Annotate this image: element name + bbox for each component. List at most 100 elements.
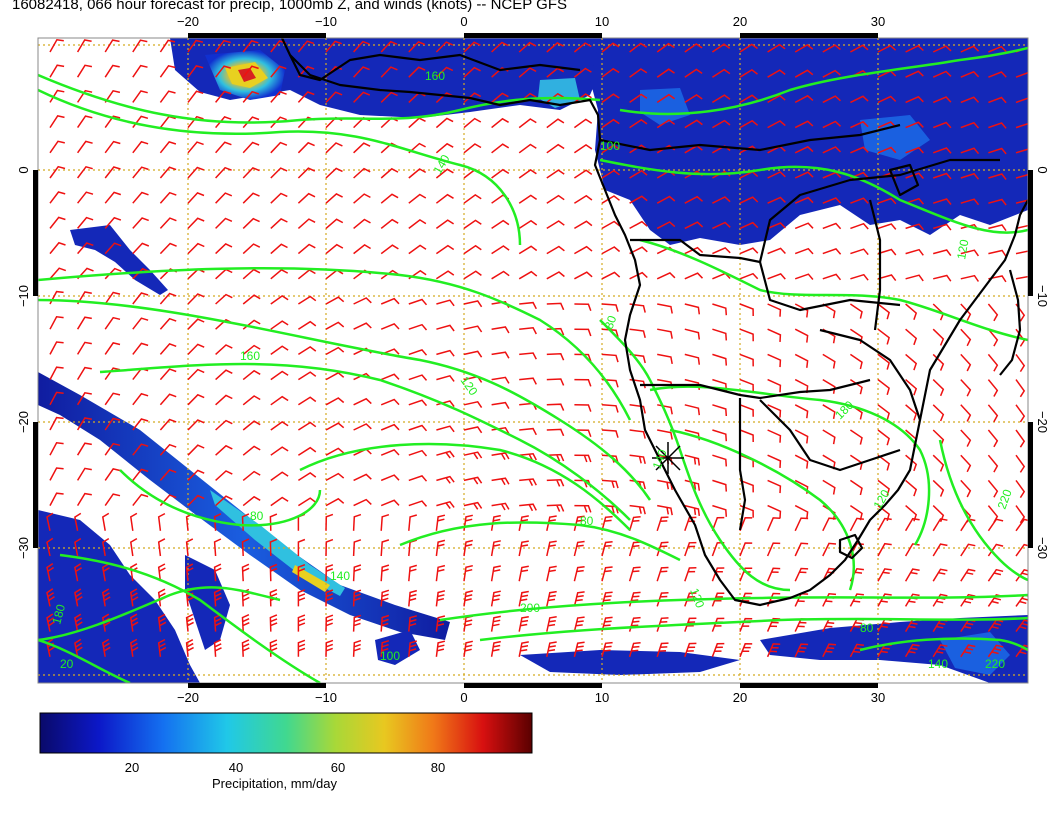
wind-barb [491, 401, 510, 409]
wind-barb [436, 425, 455, 433]
wind-barb [684, 221, 704, 230]
wind-barb [657, 328, 673, 339]
wind-barb [684, 68, 703, 78]
wind-barb [712, 404, 728, 417]
wind-barb [960, 172, 980, 180]
wind-barb [380, 474, 400, 482]
wind-barb [574, 353, 592, 362]
precip-diagonal-band [38, 372, 450, 640]
wind-barb [932, 568, 948, 582]
wind-barb [408, 514, 418, 531]
wind-barb [601, 42, 620, 53]
wind-barb [822, 222, 842, 230]
wind-barb [601, 541, 613, 557]
wind-barb [712, 196, 731, 204]
wind-barb [877, 146, 897, 154]
wind-barb [849, 429, 863, 445]
wind-barb [436, 475, 455, 484]
wind-barb [242, 420, 261, 431]
contour-africa-6 [619, 46, 1028, 116]
wind-barb [104, 64, 120, 78]
wind-barb [822, 643, 837, 658]
wind-barb [325, 447, 345, 456]
wind-barb [1015, 543, 1028, 557]
wind-barb [711, 592, 725, 607]
wind-barb [519, 327, 537, 335]
wind-barb [877, 328, 890, 345]
wind-barb [297, 639, 306, 657]
precip-central-africa [590, 38, 1028, 245]
wind-barb [408, 193, 427, 204]
wind-barb [101, 638, 111, 657]
wind-barb [101, 563, 110, 582]
wind-barb [850, 120, 869, 129]
wind-barb [187, 368, 205, 381]
wind-barb [270, 90, 287, 103]
wind-barb [104, 140, 121, 154]
wind-barb [574, 271, 593, 280]
wind-barb [573, 515, 585, 531]
wind-barb [656, 68, 675, 78]
wind-barb [242, 65, 259, 78]
wind-barb [822, 197, 842, 204]
wind-barb [877, 353, 890, 370]
wind-barb [242, 192, 260, 204]
wind-barb [49, 241, 66, 255]
wind-barb [987, 479, 999, 498]
wind-barb [518, 515, 529, 531]
wind-barb [76, 391, 92, 406]
wind-barb [767, 94, 786, 104]
contour-label: 220 [995, 487, 1015, 511]
wind-barb [435, 193, 454, 204]
wind-barb [380, 373, 400, 381]
wind-barb [987, 303, 999, 322]
wind-barb [767, 196, 786, 204]
wind-barb [353, 193, 371, 204]
wind-barb [987, 568, 1004, 582]
wind-barb [325, 218, 344, 229]
lon-label: −10 [315, 690, 337, 705]
wind-barb [132, 317, 149, 330]
wind-barb [684, 43, 703, 53]
wind-barb [491, 92, 509, 103]
wind-barb [849, 504, 863, 521]
wind-barb [932, 172, 952, 180]
wind-barb [215, 444, 233, 456]
wind-barb [988, 45, 1007, 53]
wind-barb [684, 272, 704, 280]
wind-barb [435, 41, 454, 53]
wind-barb [380, 423, 400, 431]
wind-barb [132, 90, 148, 103]
wind-barb [463, 41, 481, 53]
colorbar-gradient [39, 712, 533, 754]
wind-barb [904, 643, 920, 658]
wind-barb [352, 564, 362, 582]
wind-barb [629, 93, 648, 104]
wind-barb [574, 245, 593, 255]
wind-barb [905, 172, 924, 179]
wind-barb [463, 590, 473, 607]
wind-barb [76, 366, 92, 380]
wind-barb [491, 326, 510, 334]
wind-barb [159, 418, 177, 431]
contour-160-mid [38, 267, 632, 421]
wind-barb [49, 416, 64, 431]
wind-barb [380, 167, 399, 179]
contour-africa-5 [599, 158, 1028, 234]
wind-barb [794, 273, 814, 280]
wind-barb [49, 115, 65, 129]
wind-barb [76, 140, 93, 154]
contour-label: 140 [330, 569, 350, 583]
wind-barb [157, 638, 167, 657]
wind-barb [712, 119, 731, 129]
wind-barb [960, 96, 980, 104]
wind-barb [629, 429, 646, 439]
wind-barb [49, 467, 64, 481]
wind-barb [518, 118, 537, 129]
wind-barb [463, 350, 483, 358]
contour-label: 140 [650, 447, 670, 471]
wind-barb [408, 424, 428, 432]
wind-barb [104, 367, 121, 381]
wind-barb [408, 349, 428, 356]
wind-barb [49, 492, 64, 506]
